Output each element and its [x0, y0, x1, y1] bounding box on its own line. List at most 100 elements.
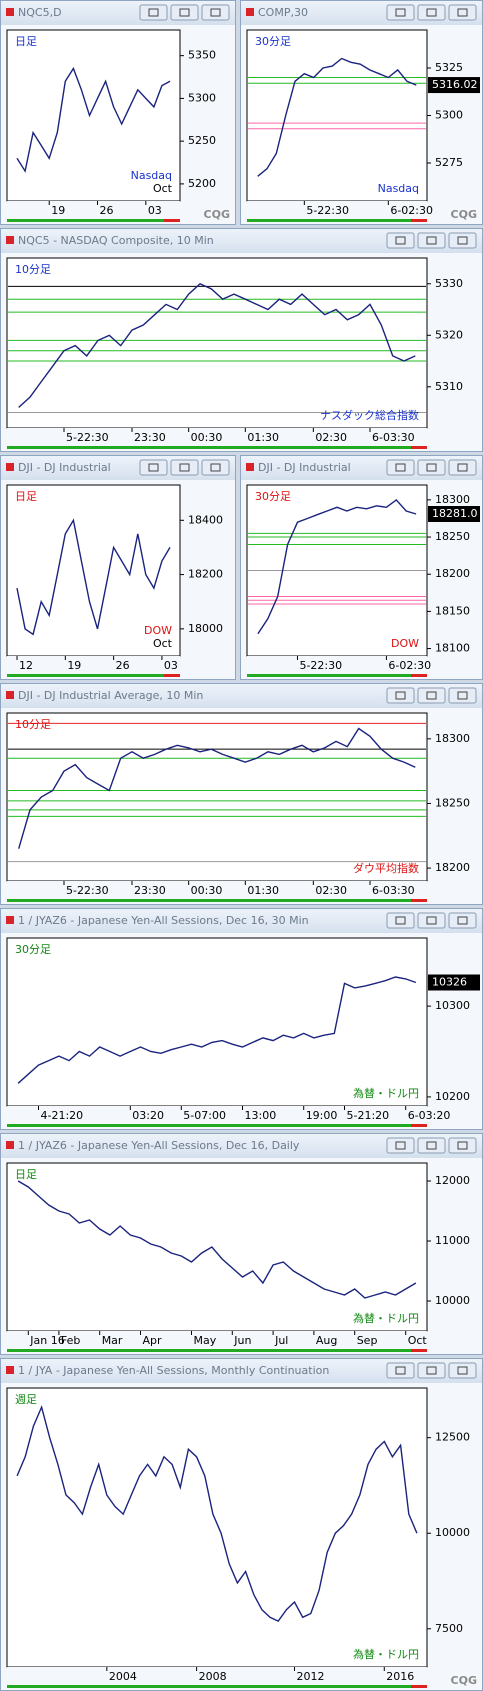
minimize-glyph [395, 236, 406, 245]
x-tick-label: 23:30 [134, 884, 166, 897]
restore-button[interactable] [417, 687, 446, 704]
plot-area [6, 257, 428, 429]
close-glyph [457, 463, 468, 472]
minimize-button[interactable] [139, 4, 168, 21]
status-strip [7, 1349, 427, 1352]
close-button[interactable] [448, 687, 477, 704]
chart-note: Nasdaq [131, 169, 172, 182]
chart-note: ナスダック総合指数 [320, 408, 419, 422]
chart-note: DOW [391, 637, 419, 650]
restore-button[interactable] [417, 232, 446, 249]
close-glyph [457, 236, 468, 245]
minimize-glyph [395, 8, 406, 17]
y-tick-label: 10200 [435, 1090, 470, 1103]
minimize-glyph [395, 916, 406, 925]
brand-logo: CQG [451, 208, 477, 221]
x-tick-label: 5-22:30 [306, 204, 349, 217]
status-strip [7, 674, 180, 677]
plot-area [6, 712, 428, 882]
y-tick-label: 10000 [435, 1294, 470, 1307]
window-icon [6, 236, 14, 244]
window-icon [6, 916, 14, 924]
close-button[interactable] [201, 459, 230, 476]
x-tick-label: 02:30 [315, 884, 347, 897]
x-tick-label: Mar [102, 1334, 123, 1347]
close-button[interactable] [448, 459, 477, 476]
x-tick-label: 12 [19, 659, 33, 672]
y-tick-label: 5310 [435, 380, 463, 393]
x-tick-label: 03:20 [132, 1109, 164, 1122]
y-tick-label: 18250 [435, 530, 470, 543]
close-button[interactable] [448, 1137, 477, 1154]
window-title: DJI - DJ Industrial [258, 461, 351, 474]
window-icon [246, 8, 254, 16]
close-button[interactable] [201, 4, 230, 21]
x-tick-label: 2004 [109, 1670, 137, 1683]
status-strip-end [411, 1349, 427, 1352]
close-glyph [210, 8, 221, 17]
x-tick-label: 6-03:30 [372, 884, 415, 897]
x-tick-label: 5-07:00 [183, 1109, 226, 1122]
status-strip-end [411, 219, 427, 222]
restore-glyph [426, 8, 437, 17]
price-line [18, 282, 416, 408]
minimize-glyph [148, 463, 159, 472]
status-strip [247, 674, 427, 677]
y-tick-label: 12500 [435, 1431, 470, 1444]
minimize-button[interactable] [386, 4, 415, 21]
chart-window: DJI - DJ Industrial 18100 18150 18200 18250 1… [240, 455, 483, 680]
status-strip-end [164, 219, 180, 222]
chart-note: DOW [144, 624, 172, 637]
minimize-glyph [395, 1141, 406, 1150]
status-strip [247, 219, 427, 222]
close-button[interactable] [448, 912, 477, 929]
restore-button[interactable] [417, 459, 446, 476]
x-tick-label: 23:30 [134, 431, 166, 444]
x-tick-label: 19:00 [306, 1109, 338, 1122]
plot-area [6, 1162, 428, 1332]
minimize-button[interactable] [386, 687, 415, 704]
x-tick-label: 6-03:30 [372, 431, 415, 444]
close-button[interactable] [448, 4, 477, 21]
price-line [257, 57, 417, 177]
close-glyph [457, 1366, 468, 1375]
restore-glyph [179, 463, 190, 472]
restore-button[interactable] [417, 4, 446, 21]
brand-logo: CQG [451, 1674, 477, 1687]
restore-button[interactable] [417, 1362, 446, 1379]
close-button[interactable] [448, 1362, 477, 1379]
y-tick-label: 11000 [435, 1234, 470, 1247]
restore-button[interactable] [170, 459, 199, 476]
status-strip-end [411, 1685, 427, 1688]
timeframe-label: 30分足 [15, 943, 51, 956]
price-line [16, 1404, 418, 1622]
window-title: 1 / JYAZ6 - Japanese Yen-All Sessions, D… [18, 1139, 300, 1152]
minimize-button[interactable] [139, 459, 168, 476]
restore-button[interactable] [170, 4, 199, 21]
y-tick-label: 18150 [435, 604, 470, 617]
status-strip [7, 1685, 427, 1688]
y-tick-label: 7500 [435, 1622, 463, 1635]
minimize-button[interactable] [386, 1137, 415, 1154]
minimize-button[interactable] [386, 459, 415, 476]
restore-glyph [426, 1141, 437, 1150]
x-tick-label: Jul [274, 1334, 288, 1347]
window-title: 1 / JYAZ6 - Japanese Yen-All Sessions, D… [18, 914, 309, 927]
y-tick-label: 5275 [435, 156, 463, 169]
close-button[interactable] [448, 232, 477, 249]
time-axis [247, 656, 427, 674]
y-tick-label: 5330 [435, 277, 463, 290]
y-tick-label: 18200 [435, 861, 470, 874]
restore-button[interactable] [417, 1137, 446, 1154]
minimize-button[interactable] [386, 232, 415, 249]
time-axis [7, 881, 427, 899]
plot-area [6, 484, 181, 657]
restore-button[interactable] [417, 912, 446, 929]
status-strip-end [411, 674, 427, 677]
x-tick-label: 2008 [199, 1670, 227, 1683]
minimize-button[interactable] [386, 1362, 415, 1379]
restore-glyph [179, 8, 190, 17]
minimize-button[interactable] [386, 912, 415, 929]
